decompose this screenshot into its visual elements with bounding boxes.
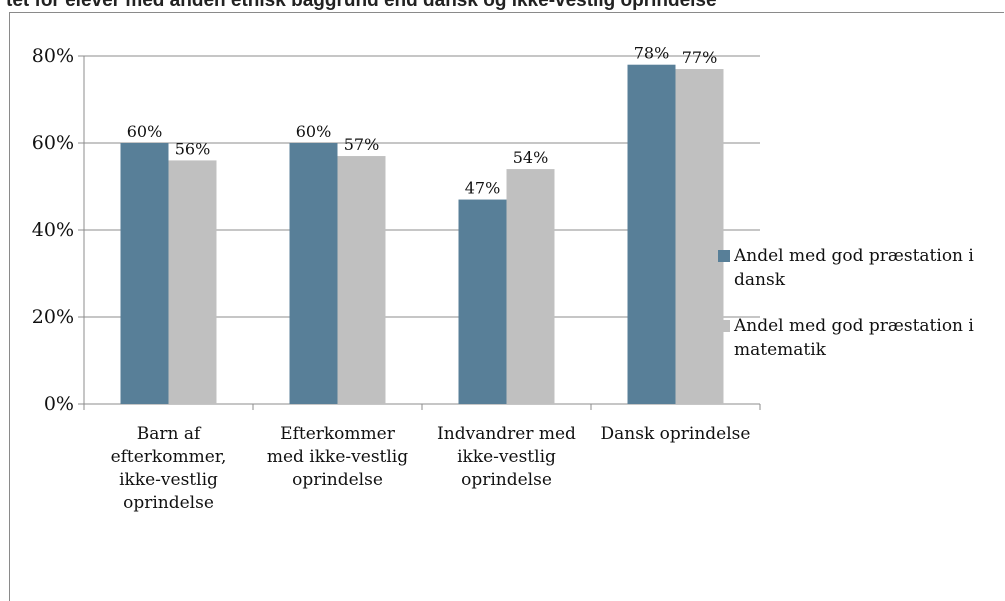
category-label: Dansk oprindelse (601, 424, 751, 444)
data-label: 77% (682, 48, 718, 67)
category-label: ikke-vestlig (119, 470, 218, 490)
data-label: 57% (344, 135, 380, 154)
y-tick-label: 60% (32, 132, 74, 154)
legend-label: Andel med god præstation i (733, 316, 974, 336)
legend-swatch (718, 250, 730, 262)
category-label: oprindelse (461, 470, 552, 490)
bar (675, 69, 724, 405)
category-label: Indvandrer med (437, 424, 576, 444)
y-tick-label: 40% (32, 219, 74, 241)
y-tick-label: 20% (32, 306, 74, 328)
data-label: 56% (175, 139, 211, 158)
bar (168, 160, 217, 404)
bar (627, 64, 676, 404)
category-label: ikke-vestlig (457, 447, 556, 467)
bar (458, 199, 507, 404)
legend-label: matematik (734, 340, 827, 360)
bar (120, 143, 169, 404)
category-label: Barn af (137, 424, 202, 444)
data-label: 60% (296, 122, 332, 141)
legend-label: Andel med god præstation i (733, 246, 974, 266)
data-label: 54% (513, 148, 549, 167)
data-label: 78% (634, 44, 670, 63)
bar (289, 143, 338, 404)
legend-swatch (718, 320, 730, 332)
legend-label: dansk (734, 270, 786, 290)
y-tick-label: 0% (44, 393, 74, 415)
title-bar: tet for elever med anden etnisk baggrund… (0, 0, 1005, 12)
category-label: oprindelse (123, 493, 214, 513)
data-label: 47% (465, 179, 501, 198)
chart-title-fragment: tet for elever med anden etnisk baggrund… (6, 0, 717, 11)
bar (506, 169, 555, 404)
chart-frame (9, 12, 1004, 601)
data-label: 60% (127, 122, 163, 141)
category-label: oprindelse (292, 470, 383, 490)
y-tick-label: 80% (32, 45, 74, 67)
category-label: med ikke-vestlig (267, 447, 408, 467)
category-label: efterkommer, (111, 447, 227, 467)
bar (337, 156, 386, 404)
category-label: Efterkommer (280, 424, 396, 444)
